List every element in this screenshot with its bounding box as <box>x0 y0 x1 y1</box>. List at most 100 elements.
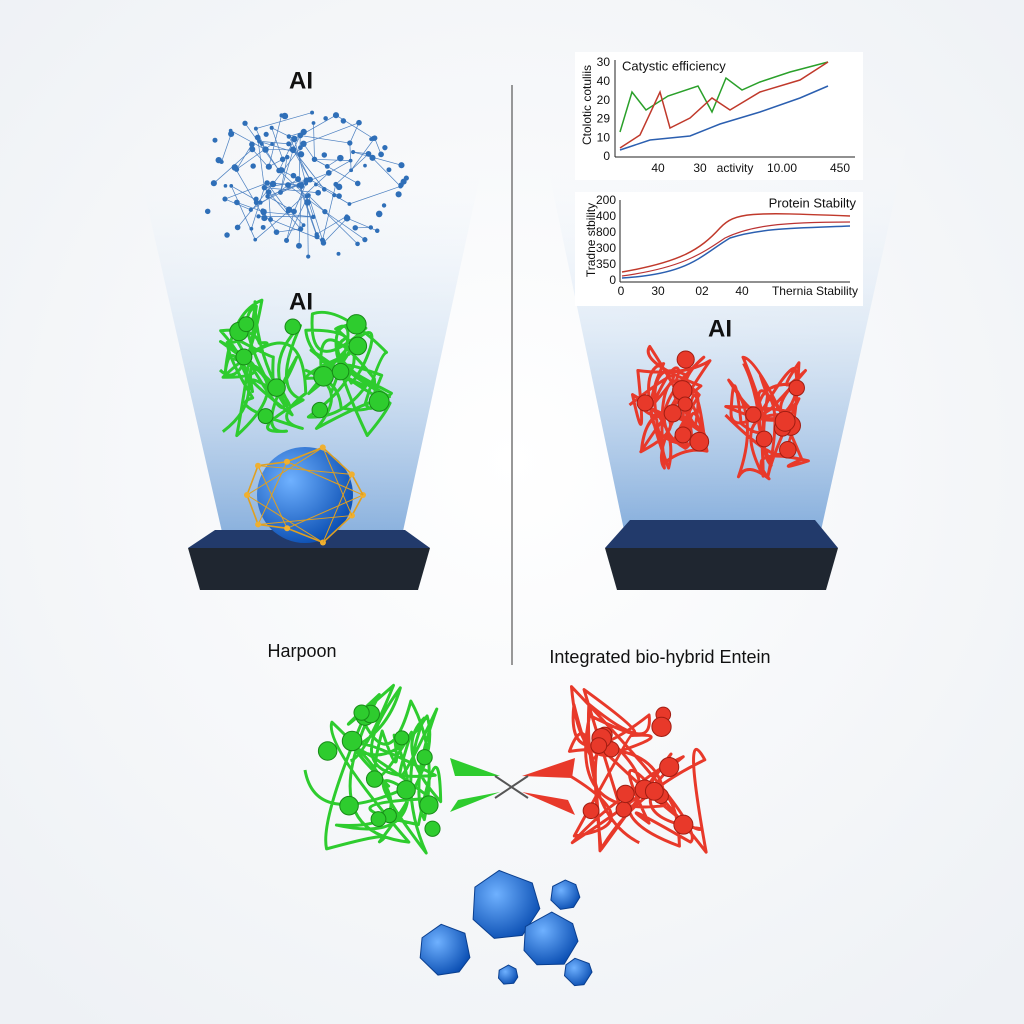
cage-edge <box>258 523 288 530</box>
residue <box>348 336 368 356</box>
network-node <box>234 166 240 172</box>
residue <box>582 802 600 820</box>
y-tick-label: 0 <box>603 149 610 163</box>
network-node <box>321 187 327 192</box>
network-node <box>320 237 326 243</box>
network-edge <box>300 135 350 144</box>
cage-edge <box>257 460 288 467</box>
cage <box>244 444 366 546</box>
residue <box>416 749 433 766</box>
network-edge <box>264 187 319 194</box>
network-node <box>215 156 222 164</box>
x-tick-label: activity <box>717 161 754 175</box>
cage-node <box>319 444 326 451</box>
network-edge <box>353 151 402 166</box>
network-node <box>224 232 230 238</box>
residue <box>663 404 682 423</box>
protein <box>303 683 443 855</box>
cage-node <box>284 525 291 532</box>
network-node <box>296 242 302 249</box>
network-node <box>290 172 297 179</box>
network-node <box>222 196 228 202</box>
network-node <box>265 194 270 199</box>
residue <box>673 814 694 835</box>
network-node <box>403 175 409 181</box>
network-node <box>352 225 358 231</box>
network-node <box>300 140 307 147</box>
network-edge <box>349 122 360 144</box>
network-node <box>278 167 285 174</box>
residue <box>313 366 334 387</box>
network-edge <box>259 140 289 145</box>
chart-title: Catystic efficiency <box>622 58 726 73</box>
ai-label: AI <box>289 288 313 315</box>
curve <box>619 61 829 133</box>
residue <box>394 730 410 746</box>
network-node <box>306 254 311 259</box>
network-node <box>323 116 328 121</box>
y-tick-label: 20 <box>597 93 611 107</box>
residue <box>365 770 384 788</box>
network-node <box>382 145 388 151</box>
network-edge <box>303 122 360 145</box>
residue <box>368 391 390 412</box>
network-edge <box>298 185 318 237</box>
network-node <box>314 234 320 240</box>
x-tick-label: 10.00 <box>767 161 797 175</box>
residue <box>644 781 664 801</box>
chart-panel <box>575 192 863 306</box>
network-edge <box>287 184 326 212</box>
network-node <box>298 226 304 232</box>
cage-edge <box>286 446 324 463</box>
x-tick-label: 40 <box>735 284 749 298</box>
x-tick-label: 02 <box>695 284 709 298</box>
network-node <box>297 151 305 158</box>
network-node <box>291 208 297 215</box>
network-edge <box>234 167 265 219</box>
network-node <box>268 217 273 222</box>
y-tick-label: 0 <box>609 273 616 287</box>
network-node <box>351 149 356 155</box>
right-platform <box>605 520 838 590</box>
network-node <box>311 214 316 220</box>
chart-top: Catystic efficiency Ctolotic cotuliis 30… <box>575 52 863 180</box>
residue <box>590 737 608 754</box>
network-node <box>322 208 328 215</box>
network-edge <box>324 211 366 240</box>
network-node <box>253 237 258 242</box>
network-node <box>362 237 368 243</box>
crystal <box>497 964 519 985</box>
x-tick-label: 30 <box>693 161 707 175</box>
network-node <box>349 168 354 173</box>
network-node <box>289 146 297 154</box>
network-edge <box>264 187 301 230</box>
crystal <box>523 911 579 966</box>
network-node <box>234 224 241 231</box>
network-edge <box>272 147 301 185</box>
caption: Harpoon <box>267 641 336 661</box>
network-node <box>348 158 353 163</box>
network-node <box>298 182 305 189</box>
network-node <box>259 141 264 146</box>
cage-edge <box>322 446 353 475</box>
network-edge <box>255 128 266 150</box>
y-tick-label: 29 <box>597 112 611 126</box>
network-node <box>254 134 261 141</box>
network-node <box>249 226 254 231</box>
network-edge <box>230 130 266 150</box>
y-axis-label: Ctolotic cotuliis <box>580 65 594 145</box>
network-node <box>256 214 261 219</box>
ai-label: AI <box>708 315 732 342</box>
residue <box>235 348 253 366</box>
network-node <box>355 241 360 247</box>
curve <box>621 225 851 279</box>
network-edge <box>313 122 315 160</box>
network-node <box>304 199 311 206</box>
cage-node <box>283 458 290 465</box>
network-edge <box>349 143 352 171</box>
network-edge <box>292 149 311 180</box>
network-node <box>363 163 367 168</box>
network-edge <box>257 137 265 188</box>
network-node <box>336 193 342 199</box>
